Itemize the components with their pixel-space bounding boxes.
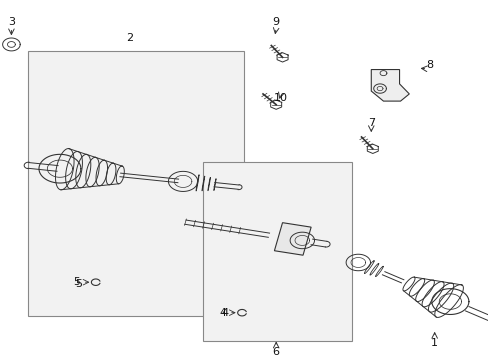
Text: 2: 2 [126, 33, 133, 43]
Text: 1: 1 [430, 338, 437, 348]
Text: 9: 9 [272, 17, 279, 27]
Text: 4: 4 [221, 308, 228, 318]
Text: 8: 8 [426, 60, 432, 70]
Polygon shape [274, 223, 310, 255]
Text: 3: 3 [8, 17, 15, 27]
Bar [203, 162, 351, 341]
Bar [27, 51, 244, 316]
Text: 5: 5 [73, 277, 80, 287]
Text: 10: 10 [273, 93, 287, 103]
Polygon shape [370, 69, 408, 101]
Text: 4: 4 [219, 308, 225, 318]
Text: 7: 7 [367, 118, 374, 128]
Text: 5: 5 [75, 279, 82, 289]
Text: 6: 6 [272, 347, 279, 357]
